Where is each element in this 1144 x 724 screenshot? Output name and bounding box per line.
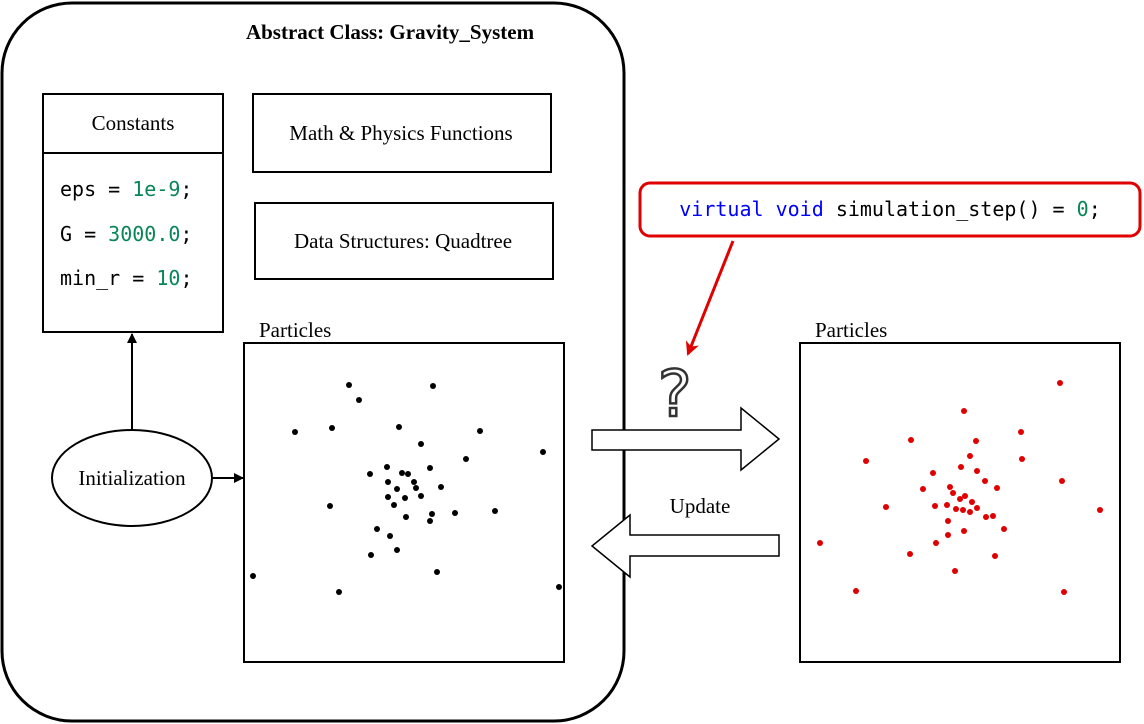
particle-dot-left [402,495,408,501]
particle-dot-left [250,573,256,579]
particles-left-frame [244,343,564,662]
particle-dot-right [944,502,950,508]
particle-dot-right [983,514,989,520]
particle-dot-left [346,382,352,388]
question-mark: ? [655,358,694,432]
particle-dot-right [990,513,996,519]
particle-dot-left [385,494,391,500]
particle-dot-right [962,493,968,499]
particle-dot-right [969,499,975,505]
particle-dot-left [477,428,483,434]
particle-dot-left [399,470,405,476]
particle-dot-right [953,506,959,512]
particle-dot-right [974,505,980,511]
particle-dot-left [418,441,424,447]
particle-dot-right [960,507,966,513]
particle-dot-right [1057,380,1063,386]
particle-dot-left [411,479,417,485]
particle-dot-left [396,424,402,430]
particle-dot-right [933,540,939,546]
particle-dot-right [973,438,979,444]
particle-dot-left [418,493,424,499]
particle-dot-right [945,518,951,524]
particle-dot-left [391,502,397,508]
particle-dot-right [982,478,988,484]
update-arrow [592,515,779,577]
particle-dot-left [429,511,435,517]
particle-dot-left [356,397,362,403]
constants-header: Constants [92,111,175,135]
particle-dot-right [853,588,859,594]
constant-min-r: min_r = 10; [60,266,192,290]
particle-dot-left [374,526,380,532]
initialization-label: Initialization [78,466,186,490]
particle-dot-left [367,471,373,477]
data-structures-label: Data Structures: Quadtree [294,229,512,253]
particle-dot-left [329,425,335,431]
math-physics-label: Math & Physics Functions [289,121,512,145]
particle-dot-left [427,465,433,471]
particle-dot-right [1019,456,1025,462]
particle-dot-right [908,437,914,443]
particle-dot-left [394,486,400,492]
particle-dot-left [385,479,391,485]
particle-dot-right [952,568,958,574]
callout-arrow [688,241,733,354]
particle-dot-right [932,503,938,509]
particle-dot-left [368,552,374,558]
particle-dot-left [492,508,498,514]
particle-dot-left [556,584,562,590]
particle-dot-left [384,464,390,470]
particle-dot-left [540,449,546,455]
particle-dot-left [336,589,342,595]
particle-dot-right [994,485,1000,491]
particle-dot-right [961,408,967,414]
particle-dot-right [992,553,998,559]
particle-dot-right [957,496,963,502]
particle-dot-left [405,471,411,477]
particle-dot-right [920,486,926,492]
particle-dot-left [430,383,436,389]
particle-dot-left [394,547,400,553]
particle-dot-left [452,510,458,516]
particle-dot-left [434,569,440,575]
particle-dot-right [950,490,956,496]
particle-dot-right [1061,589,1067,595]
update-label: Update [670,494,731,518]
particle-dot-right [1018,429,1024,435]
particles-left-label: Particles [259,318,331,342]
particle-dot-left [413,485,419,491]
particles-left-panel [244,343,564,662]
particle-dot-right [930,470,936,476]
particles-right-frame [800,343,1120,662]
particle-dot-right [1097,507,1103,513]
particle-dot-right [945,532,951,538]
particle-dot-left [463,456,469,462]
particles-right-panel [800,343,1120,662]
particle-dot-right [947,484,953,490]
particle-dot-right [907,551,913,557]
particle-dot-left [292,429,298,435]
particle-dot-right [958,464,964,470]
particle-dot-left [427,518,433,524]
particle-dot-right [817,540,823,546]
particle-dot-right [1001,526,1007,532]
particle-dot-right [967,453,973,459]
particle-dot-left [327,503,333,509]
constant-eps: eps = 1e-9; [60,177,192,201]
virtual-function-code: virtual void simulation_step() = 0; [679,197,1100,221]
particle-dot-right [967,509,973,515]
constant-g: G = 3000.0; [60,222,192,246]
particle-dot-right [863,458,869,464]
particle-dot-left [387,533,393,539]
abstract-class-title: Abstract Class: Gravity_System [246,20,535,44]
particle-dot-left [438,484,444,490]
particle-dot-left [403,514,409,520]
particle-dot-right [974,468,980,474]
particle-dot-right [961,528,967,534]
particle-dot-right [1059,478,1065,484]
particles-right-label: Particles [815,318,887,342]
particle-dot-right [883,504,889,510]
